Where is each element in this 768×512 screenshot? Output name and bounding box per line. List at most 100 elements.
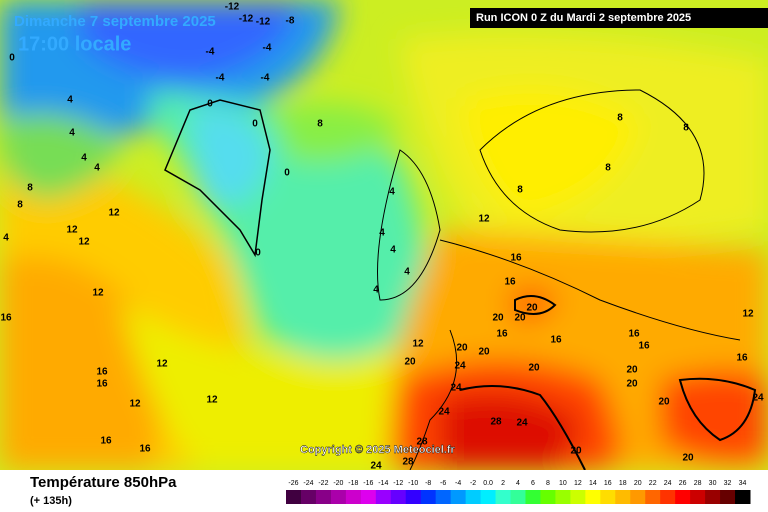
scale-swatch: [315, 490, 332, 504]
scale-label: 10: [559, 480, 567, 487]
contour-label: 16: [510, 253, 522, 264]
contour-label: 4: [94, 163, 100, 174]
scale-swatch: [525, 490, 541, 504]
contour-label: 16: [100, 436, 112, 447]
contour-label: 4: [390, 245, 396, 256]
scale-swatch: [450, 490, 467, 504]
scale-swatch: [540, 490, 556, 504]
scale-label: -2: [470, 480, 476, 487]
run-banner: [470, 8, 768, 28]
scale-label: 28: [694, 480, 702, 487]
scale-swatch: [570, 490, 586, 504]
contour-label: 20: [478, 347, 490, 358]
contour-label: -4: [263, 43, 272, 54]
contour-label: 8: [617, 113, 623, 124]
contour-label: 12: [412, 339, 424, 350]
scale-label: 22: [649, 480, 657, 487]
scale-label: -12: [393, 480, 403, 487]
scale-label: 0.0: [483, 480, 493, 487]
contour-label: 24: [516, 418, 528, 429]
scale-swatch: [360, 490, 377, 504]
time-label: 17:00 locale: [18, 33, 131, 55]
scale-swatch: [435, 490, 452, 504]
contour-label: 24: [450, 383, 462, 394]
scale-label: 20: [634, 480, 642, 487]
contour-label: 4: [373, 285, 379, 296]
scale-swatch: [660, 490, 676, 504]
scale-label: -6: [440, 480, 446, 487]
scale-swatch: [705, 490, 721, 504]
copyright: Copyright © 2025 Meteociel.fr: [300, 444, 456, 456]
scale-label: -4: [455, 480, 461, 487]
scale-swatch: [405, 490, 422, 504]
scale-label: -20: [333, 480, 343, 487]
contour-label: 24: [438, 407, 450, 418]
contour-label: 16: [0, 313, 12, 324]
contour-label: -12: [256, 17, 271, 28]
contour-label: 4: [67, 95, 73, 106]
contour-label: -8: [286, 16, 295, 27]
scale-swatch: [510, 490, 526, 504]
scale-swatch: [300, 490, 317, 504]
scale-swatch: [675, 490, 691, 504]
map: [0, 0, 768, 471]
scale-swatch: [600, 490, 616, 504]
contour-label: 24: [454, 361, 466, 372]
scale-label: 4: [516, 480, 520, 487]
scale-swatch: [390, 490, 407, 504]
scale-label: 32: [724, 480, 732, 487]
scale-swatch: [420, 490, 437, 504]
scale-swatch: [585, 490, 601, 504]
contour-label: 16: [496, 329, 508, 340]
scale-label: -14: [378, 480, 388, 487]
scale-label: -24: [303, 480, 313, 487]
map-labels: -12-12 -12 -8-4-4-4-4000004444444444888888…: [0, 2, 764, 472]
contour-label: 8: [317, 119, 323, 130]
scale-swatch: [645, 490, 661, 504]
contour-label: 20: [570, 446, 582, 457]
scale-label: -8: [425, 480, 431, 487]
scale-label: 18: [619, 480, 627, 487]
contour-label: 12: [206, 395, 218, 406]
scale-swatch: [690, 490, 706, 504]
scale-swatch: [480, 490, 497, 504]
contour-label: 0: [9, 53, 15, 64]
scale-label: 34: [739, 480, 747, 487]
contour-label: 12: [129, 399, 141, 410]
contour-label: 16: [96, 379, 108, 390]
contour-label: 16: [638, 341, 650, 352]
run-label: Run ICON 0 Z du Mardi 2 septembre 2025: [476, 12, 691, 24]
contour-label: 16: [139, 444, 151, 455]
contour-label: 16: [628, 329, 640, 340]
footer-lead: (+ 135h): [30, 495, 72, 507]
contour-label: 28: [490, 417, 502, 428]
contour-label: 24: [752, 393, 764, 404]
contour-label: 0: [255, 248, 261, 259]
scale-swatch: [286, 490, 302, 504]
contour-label: 8: [605, 163, 611, 174]
scale-label: 26: [679, 480, 687, 487]
contour-label: 12: [742, 309, 754, 320]
contour-label: 20: [626, 379, 638, 390]
contour-label: 20: [514, 313, 526, 324]
scale-swatch: [345, 490, 362, 504]
contour-label: 4: [69, 128, 75, 139]
scale-label: -22: [318, 480, 328, 487]
contour-label: 4: [379, 228, 385, 239]
footer-title: Température 850hPa: [30, 474, 177, 491]
scale-label: -18: [348, 480, 358, 487]
contour-label: 28: [416, 437, 428, 448]
scale-label: 16: [604, 480, 612, 487]
scale-swatch: [330, 490, 347, 504]
contour-label: -4: [216, 73, 225, 84]
date-label: Dimanche 7 septembre 2025: [14, 13, 216, 30]
contour-label: 16: [96, 367, 108, 378]
scale-label: 24: [664, 480, 672, 487]
contour-label: 12: [478, 214, 490, 225]
scale-label: -26: [288, 480, 298, 487]
scale-label: 30: [709, 480, 717, 487]
contour-label: 28: [402, 457, 414, 468]
scale-swatch: [630, 490, 646, 504]
